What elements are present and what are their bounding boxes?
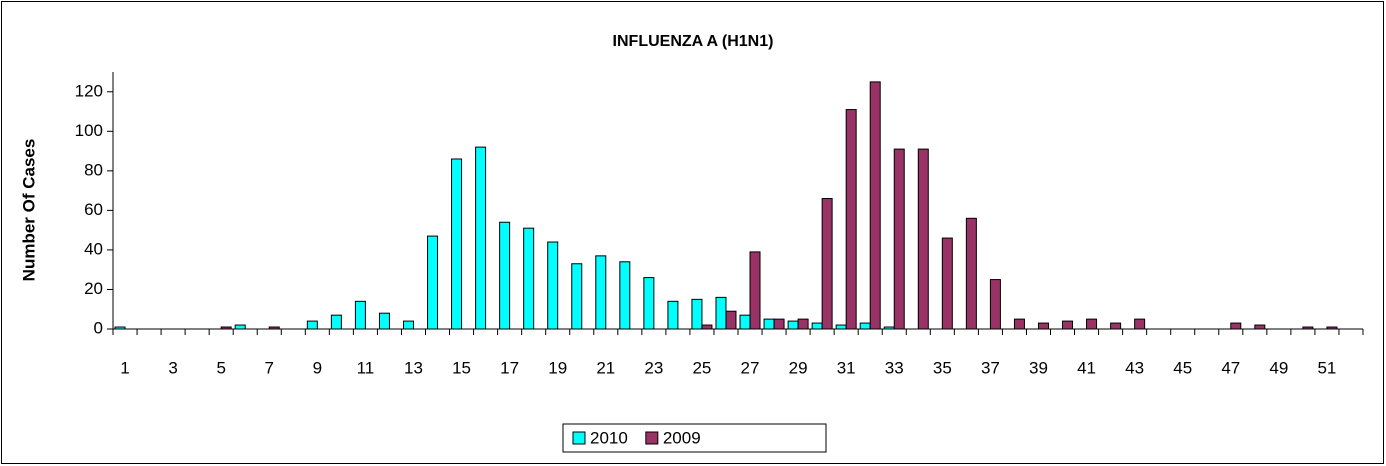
y-tick-label: 120 [75,81,103,100]
bar [667,300,679,330]
bar [835,324,847,330]
x-tick-label: 17 [500,358,519,377]
bar [811,322,823,330]
bar [378,312,390,330]
bar [523,227,535,330]
x-tick-label: 15 [452,358,471,377]
x-tick-label: 25 [692,358,711,377]
bar [1013,318,1025,330]
x-tick-label: 43 [1125,358,1144,377]
x-tick-label: 7 [265,358,274,377]
x-tick-label: 23 [644,358,663,377]
bar [691,298,703,330]
bar [749,251,761,330]
bar [354,300,366,330]
bar [1062,320,1074,330]
bar [619,261,631,330]
x-tick-label: 39 [1029,358,1048,377]
bar [1254,324,1266,330]
x-tick-label: 35 [933,358,952,377]
bar [1110,322,1122,330]
bar [1086,318,1098,330]
x-tick-label: 19 [548,358,567,377]
x-tick-label: 49 [1269,358,1288,377]
bar [725,310,737,330]
bar [475,146,487,330]
bar [701,324,713,330]
bar [965,217,977,330]
bar [571,263,583,330]
x-tick-label: 9 [313,358,322,377]
bar [306,320,318,330]
x-tick-label: 51 [1317,358,1336,377]
bar [859,322,871,330]
y-tick-label: 60 [84,200,103,219]
bar [427,235,439,330]
legend-swatch [645,431,659,445]
y-tick-label: 40 [84,239,103,258]
y-axis-label: Number Of Cases [19,139,38,282]
x-tick-label: 1 [120,358,129,377]
chart-title: INFLUENZA A (H1N1) [613,33,774,50]
bar [715,296,727,330]
bar [739,314,751,330]
x-tick-label: 37 [981,358,1000,377]
bar [402,320,414,330]
x-tick-label: 31 [837,358,856,377]
legend-swatch [572,431,586,445]
y-tick-label: 100 [75,121,103,140]
bar [595,255,607,330]
x-tick-label: 21 [596,358,615,377]
bar [1230,322,1242,330]
y-tick-label: 80 [84,160,103,179]
x-tick-label: 3 [168,358,177,377]
x-tick-label: 33 [885,358,904,377]
bar [989,279,1001,330]
bar [845,109,857,330]
bar [787,320,799,330]
bar [330,314,342,330]
bar [893,148,905,330]
bar [643,277,655,330]
x-tick-label: 5 [216,358,225,377]
legend-box [562,423,827,453]
bar [499,221,511,330]
x-tick-label: 27 [741,358,760,377]
y-tick-label: 20 [84,279,103,298]
bar [234,324,246,330]
y-tick-label: 0 [94,318,103,337]
bar [941,237,953,330]
x-tick-label: 45 [1173,358,1192,377]
bar [917,148,929,330]
bar [869,81,881,330]
bar [1134,318,1146,330]
legend-label: 2009 [663,428,701,447]
bar [821,198,833,330]
x-tick-label: 11 [357,358,375,377]
legend-label: 2010 [590,428,628,447]
x-tick-label: 47 [1221,358,1240,377]
bar [797,318,809,330]
bar [1037,322,1049,330]
bar [763,318,775,330]
x-tick-label: 29 [789,358,808,377]
x-tick-label: 41 [1077,358,1096,377]
bar [773,318,785,330]
bar [547,241,559,330]
x-tick-label: 13 [404,358,423,377]
bar [451,158,463,330]
